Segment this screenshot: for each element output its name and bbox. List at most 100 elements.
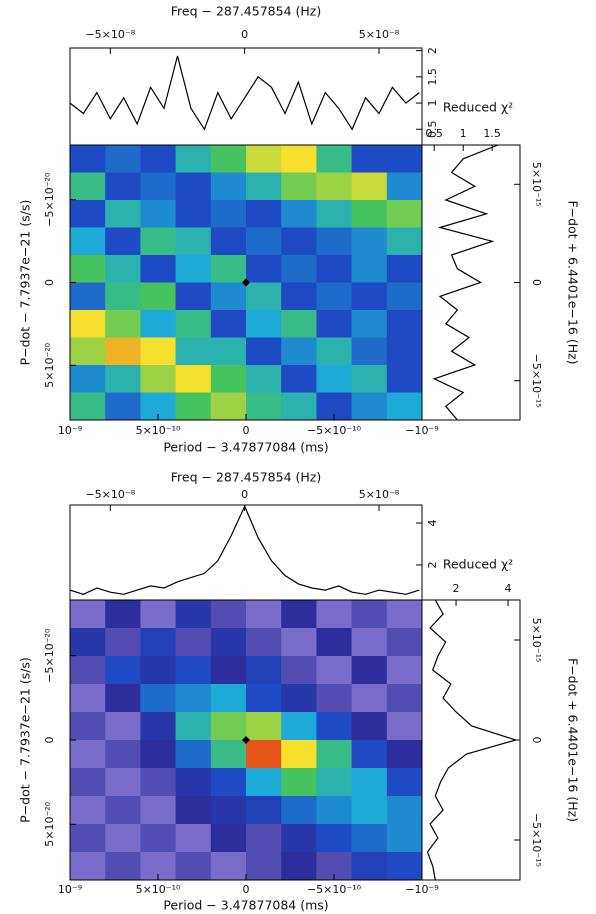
x2-tick-label: 0 xyxy=(241,488,248,501)
heatmap-cell xyxy=(140,600,177,629)
heatmap-cell xyxy=(175,712,212,741)
heatmap-cell xyxy=(246,227,282,256)
x-tick-label: 5×10⁻¹⁰ xyxy=(136,424,181,437)
heatmap-cell xyxy=(105,656,141,685)
heatmap-cell xyxy=(210,255,247,283)
profile-y-tick-label: 1.5 xyxy=(426,68,439,86)
heatmap-cell xyxy=(70,712,106,741)
heatmap-cell xyxy=(351,600,388,629)
heatmap-cell xyxy=(316,145,353,173)
heatmap-cell xyxy=(175,172,212,201)
heatmap-cell xyxy=(105,796,141,825)
profile-x-tick-label: 4 xyxy=(505,582,512,595)
x-tick-label: −10⁻⁹ xyxy=(405,424,438,437)
heatmap-cell xyxy=(351,145,388,173)
heatmap-cell xyxy=(281,600,317,629)
profile-label: Reduced χ² xyxy=(443,557,513,572)
heatmap-cell xyxy=(386,852,423,881)
heatmap-cell xyxy=(70,310,106,338)
heatmap-cell xyxy=(386,337,423,366)
x-tick-label: 0 xyxy=(243,883,250,896)
heatmap-cell xyxy=(316,712,353,741)
heatmap-cell xyxy=(281,656,317,685)
heatmap-cell xyxy=(351,628,388,657)
profile-x-tick-label: 1 xyxy=(460,127,467,140)
heatmap-cell xyxy=(105,200,141,228)
heatmap-cell xyxy=(70,392,106,421)
heatmap-cell xyxy=(210,392,247,421)
x-tick-label: 10⁻⁹ xyxy=(58,424,82,437)
heatmap-cell xyxy=(281,740,317,769)
heatmap-cell xyxy=(281,365,317,393)
heatmap-cell xyxy=(140,656,177,685)
heatmap-cell xyxy=(210,200,247,228)
heatmap-cell xyxy=(140,365,177,393)
profile-x-tick-label: 2 xyxy=(453,582,460,595)
profile-y-tick-label: 0.5 xyxy=(426,121,439,139)
y-tick-label: 0 xyxy=(43,737,56,744)
heatmap-cell xyxy=(351,337,388,366)
heatmap-cell xyxy=(316,768,353,797)
heatmap-cell xyxy=(246,796,282,825)
y-tick-label: 5×10⁻²⁰ xyxy=(43,801,56,846)
heatmap-cell xyxy=(386,200,423,228)
heatmap-cell xyxy=(175,145,212,173)
freq-profile xyxy=(69,504,420,595)
heatmap-cell xyxy=(70,600,106,629)
top-axis-title: Freq − 287.457854 (Hz) xyxy=(171,4,321,19)
heatmap-cell xyxy=(70,200,106,228)
heatmap-cell xyxy=(140,282,177,311)
heatmap-cell xyxy=(386,392,423,421)
heatmap-cell xyxy=(210,824,247,853)
heatmap-cell xyxy=(210,796,247,825)
heatmap-cell xyxy=(140,172,177,201)
heatmap-cell xyxy=(140,796,177,825)
heatmap-cell xyxy=(246,145,282,173)
heatmap-cell xyxy=(70,852,106,881)
heatmap-cell xyxy=(105,392,141,421)
best-marker xyxy=(242,278,250,287)
heatmap-cell xyxy=(316,824,353,853)
heatmap-cell xyxy=(386,768,423,797)
heatmap-cell xyxy=(246,656,282,685)
heatmap-cell xyxy=(70,227,106,256)
heatmap-cell xyxy=(105,740,141,769)
y2-tick-label: 5×10⁻¹⁵ xyxy=(530,162,543,207)
heatmap-cell xyxy=(210,365,247,393)
heatmap-cell xyxy=(105,712,141,741)
y2-axis-title: F−dot + 6.4401e−16 (Hz) xyxy=(566,658,581,822)
heatmap-cell xyxy=(246,768,282,797)
heatmap-cell xyxy=(386,600,423,629)
heatmap-cell xyxy=(281,824,317,853)
heatmap-cell xyxy=(140,255,177,283)
heatmap-cell xyxy=(246,712,282,741)
heatmap-cell xyxy=(140,145,177,173)
heatmap-cell xyxy=(210,310,247,338)
heatmap-cell xyxy=(210,600,247,629)
x-tick-label: 0 xyxy=(243,424,250,437)
heatmap-cell xyxy=(351,227,388,256)
heatmap-cell xyxy=(351,255,388,283)
heatmap-cell xyxy=(386,227,423,256)
heatmap-cell xyxy=(386,824,423,853)
heatmap-cell xyxy=(386,796,423,825)
y-tick-label: 5×10⁻²⁰ xyxy=(43,342,56,387)
heatmap-cell xyxy=(246,684,282,713)
x2-tick-label: 5×10⁻⁸ xyxy=(359,488,400,501)
heatmap-cell xyxy=(316,796,353,825)
heatmap-cell xyxy=(246,824,282,853)
heatmap-cell xyxy=(70,145,106,173)
best-marker xyxy=(242,736,250,744)
heatmap-cell xyxy=(70,684,106,713)
y2-tick-label: 0 xyxy=(530,279,543,286)
heatmap-cell xyxy=(246,172,282,201)
profile-x-tick-label: 0.5 xyxy=(425,127,443,140)
heatmap-cell xyxy=(316,365,353,393)
heatmap-cell xyxy=(210,227,247,256)
heatmap-cell xyxy=(351,740,388,769)
heatmap-cell xyxy=(105,172,141,201)
heatmap-cell xyxy=(70,628,106,657)
heatmap-cell xyxy=(210,684,247,713)
heatmap-cell xyxy=(175,600,212,629)
